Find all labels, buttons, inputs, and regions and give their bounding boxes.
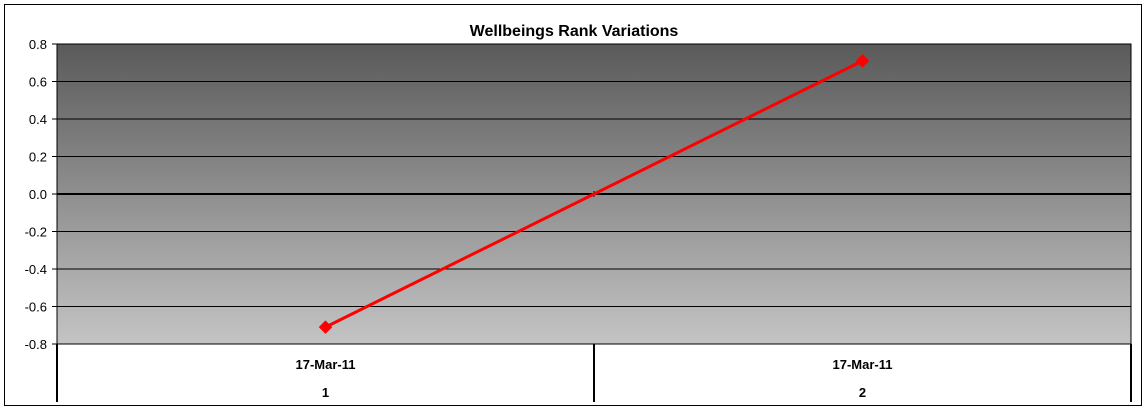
chart-title: Wellbeings Rank Variations <box>470 23 679 40</box>
y-tick-label: -0.4 <box>25 262 47 277</box>
data-point-marker <box>855 54 870 68</box>
x-date-label: 17-Mar-11 <box>833 357 893 372</box>
x-axis-category-labels: 17-Mar-11 1 17-Mar-11 2 <box>56 344 1132 402</box>
series-line <box>324 59 864 329</box>
series-group <box>318 54 870 334</box>
y-tick-label: -0.2 <box>25 225 47 240</box>
y-tick-label: 0.4 <box>29 112 47 127</box>
data-point-marker <box>318 320 333 334</box>
x-category-label: 1 <box>322 385 329 400</box>
x-category-label: 2 <box>859 385 866 400</box>
y-tick-label: 0.6 <box>29 75 47 90</box>
y-tick-label: 0.8 <box>29 37 47 52</box>
y-tick-label: 0.2 <box>29 150 47 165</box>
y-tick-label: 0.0 <box>29 187 47 202</box>
y-tick-label: -0.8 <box>25 337 47 352</box>
y-tick-label: -0.6 <box>25 300 47 315</box>
y-axis-tick-labels: 0.8 0.6 0.4 0.2 0.0 -0.2 -0.4 -0.6 -0.8 <box>25 37 47 352</box>
x-date-label: 17-Mar-11 <box>296 357 356 372</box>
